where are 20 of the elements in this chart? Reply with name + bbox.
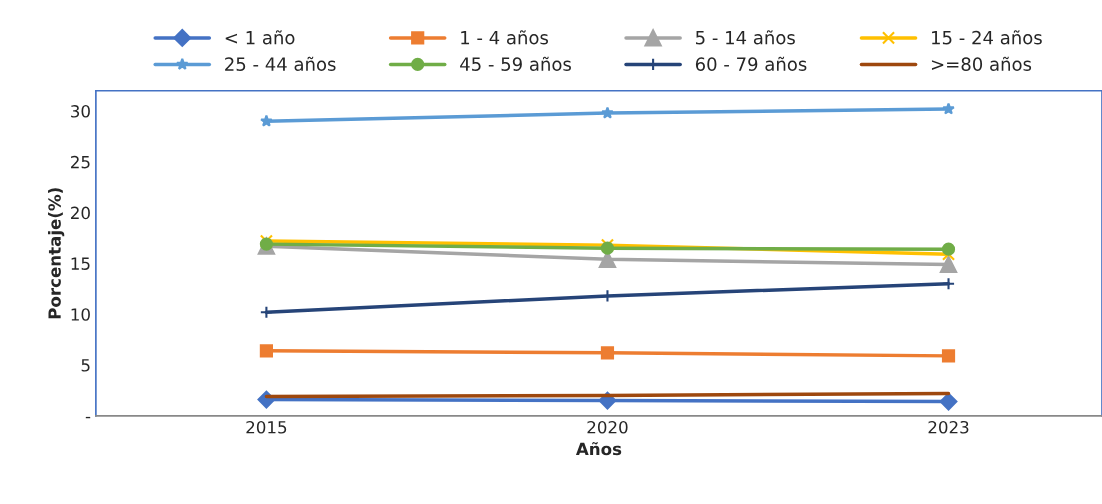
y-tick-label: 15 <box>71 257 90 270</box>
legend-label: 45 - 59 años <box>460 56 571 71</box>
y-tick-label: 20 <box>71 206 90 220</box>
y-tick-label: 25 <box>71 155 90 169</box>
x-tick-label: 2023 <box>928 420 969 434</box>
y-axis-title: Porcentaje(%) <box>47 188 65 319</box>
y-tick-label: 10 <box>71 308 90 321</box>
legend-label: 60 - 79 años <box>695 56 807 71</box>
legend-label: >=80 años <box>931 56 1032 71</box>
x-tick-label: 2020 <box>587 420 628 434</box>
legend-label: 1 - 4 años <box>461 30 548 45</box>
y-tick-label: 30 <box>71 105 90 118</box>
y-tick-label: 5 <box>81 359 90 372</box>
x-tick-label: 2015 <box>246 420 287 434</box>
x-axis-title: Años <box>575 442 622 456</box>
legend-label: < 1 año <box>225 30 295 45</box>
legend-label: 15 - 24 años <box>932 30 1042 45</box>
y-tick-label: - <box>85 416 91 419</box>
legend-label: 5 - 14 años <box>696 30 795 45</box>
legend-label: 25 - 44 años <box>225 56 336 71</box>
